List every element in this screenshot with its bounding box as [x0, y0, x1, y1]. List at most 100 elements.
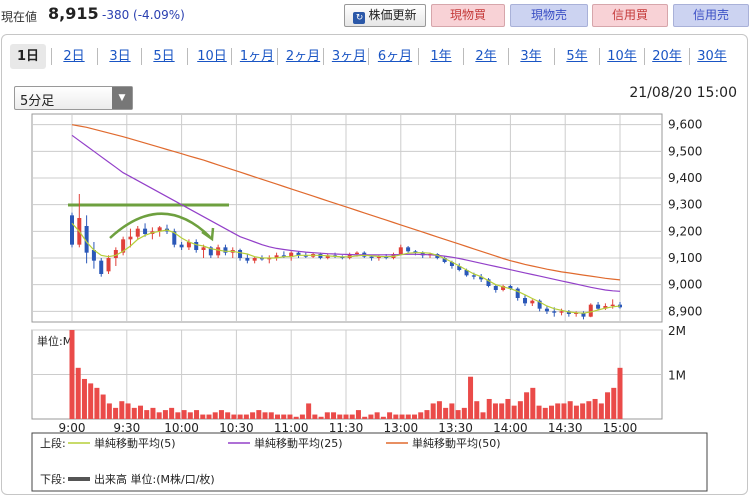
candle-body: [413, 251, 418, 253]
volume-bar: [169, 407, 175, 419]
volume-bar: [81, 378, 87, 419]
candle-body: [194, 242, 199, 250]
candle-body: [479, 276, 484, 280]
tab-period-12[interactable]: 5年: [566, 49, 588, 64]
y-tick-label: 9,600: [668, 118, 702, 132]
candle-body: [544, 308, 549, 312]
volume-bar: [100, 394, 106, 419]
volume-bar: [362, 416, 368, 419]
y-tick-label: 9,400: [668, 171, 702, 185]
candle-body: [281, 255, 286, 257]
candle-body: [106, 258, 111, 272]
x-tick-label: 14:30: [548, 421, 583, 435]
candle-body: [135, 228, 140, 237]
legend-ma50-label: 単純移動平均(50): [412, 436, 501, 450]
volume-bar: [605, 392, 611, 419]
tab-period-15[interactable]: 30年: [697, 49, 727, 64]
tab-period-11[interactable]: 3年: [520, 49, 542, 64]
volume-bar: [281, 414, 287, 419]
tab-period-9[interactable]: 1年: [430, 49, 452, 64]
volume-bar: [268, 412, 274, 419]
volume-bar: [225, 412, 231, 419]
tab-period-1[interactable]: 2日: [63, 49, 85, 64]
tab-period-3[interactable]: 5日: [153, 49, 175, 64]
tab-period-13[interactable]: 10年: [607, 49, 637, 64]
x-tick-label: 9:00: [59, 421, 86, 435]
tab-separator: [231, 48, 232, 65]
margin-buy-button[interactable]: 信用買: [592, 4, 668, 27]
cash-sell-button[interactable]: 現物売: [510, 4, 588, 27]
y-tick-label: 9,300: [668, 198, 702, 212]
cash-buy-button[interactable]: 現物買: [431, 4, 505, 27]
legend-volume-swatch: [68, 477, 90, 481]
tab-separator: [554, 48, 555, 65]
volume-bar: [131, 407, 137, 419]
candle-body: [552, 311, 557, 313]
tab-separator: [97, 48, 98, 65]
interval-select[interactable]: 5分足 ▼: [14, 86, 133, 110]
volume-bar: [455, 410, 461, 419]
volume-bar: [75, 367, 81, 419]
volume-bar: [461, 407, 467, 419]
tab-period-14[interactable]: 20年: [652, 49, 682, 64]
x-tick-label: 11:00: [274, 421, 309, 435]
update-price-button[interactable]: ↻ 株価更新: [344, 4, 426, 27]
volume-bar: [299, 414, 305, 419]
candle-body: [259, 258, 264, 260]
candle-body: [267, 258, 272, 260]
tab-period-5[interactable]: 1ヶ月: [239, 49, 275, 64]
x-tick-label: 13:30: [438, 421, 473, 435]
volume-bar: [200, 414, 206, 419]
candle-body: [354, 252, 359, 254]
volume-bar: [156, 412, 162, 419]
tab-period-4[interactable]: 10日: [197, 49, 227, 64]
tab-period-8[interactable]: 6ヶ月: [377, 49, 413, 64]
volume-bar: [355, 410, 361, 419]
volume-bar: [418, 412, 424, 419]
x-tick-label: 15:00: [603, 421, 638, 435]
header-bar: 現在値 8,915 -380 (-4.09%) ↻ 株価更新 現物買 現物売 信用…: [0, 0, 749, 32]
candle-body: [471, 275, 476, 277]
x-tick-label: 9:30: [113, 421, 140, 435]
tab-period-2[interactable]: 3日: [109, 49, 131, 64]
volume-bar: [275, 414, 280, 419]
tab-separator: [644, 48, 645, 65]
volume-bar: [474, 401, 480, 419]
volume-bar: [449, 403, 455, 419]
x-tick-label: 10:00: [164, 421, 199, 435]
legend-upper-label: 上段:: [40, 436, 66, 450]
tab-period-0[interactable]: 1日: [10, 44, 46, 69]
volume-bar: [443, 407, 449, 419]
legend-box: [31, 432, 708, 492]
candle-body: [369, 256, 374, 258]
candle-body: [121, 239, 126, 253]
y-tick-label: 9,500: [668, 144, 702, 158]
tab-period-6[interactable]: 2ヶ月: [285, 49, 321, 64]
volume-bar: [517, 401, 523, 419]
candle-body: [523, 298, 528, 304]
volume-bar: [337, 414, 343, 419]
volume-bar: [162, 410, 168, 419]
tab-period-7[interactable]: 3ヶ月: [331, 49, 367, 64]
volume-bar: [175, 412, 181, 419]
x-tick-label: 14:00: [493, 421, 528, 435]
volume-tick-label: 1M: [668, 369, 686, 383]
candle-body: [508, 286, 513, 289]
volume-bar: [436, 401, 442, 419]
candle-body: [501, 286, 506, 290]
volume-bar: [243, 414, 249, 419]
volume-bar: [573, 405, 579, 419]
ma50-line: [71, 124, 621, 281]
tab-separator: [51, 48, 52, 65]
tab-period-10[interactable]: 2年: [475, 49, 497, 64]
margin-sell-button[interactable]: 信用売: [673, 4, 749, 27]
candle-body: [113, 250, 118, 258]
volume-bar: [387, 412, 393, 419]
tab-separator: [508, 48, 509, 65]
candle-body: [603, 306, 608, 309]
tab-separator: [323, 48, 324, 65]
volume-bar: [187, 412, 193, 419]
x-tick-label: 11:30: [329, 421, 364, 435]
candle-body: [376, 256, 381, 258]
candle-body: [143, 228, 148, 234]
